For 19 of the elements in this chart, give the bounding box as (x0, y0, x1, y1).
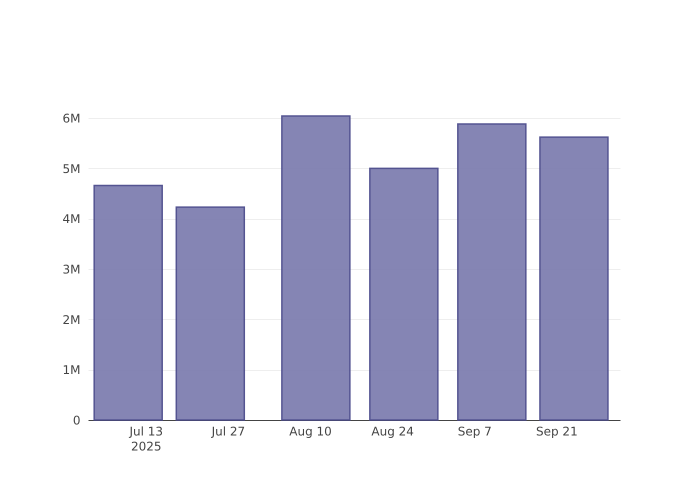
y-tick-label: 0 (72, 414, 80, 428)
bar (369, 168, 439, 421)
x-tick-label: Aug 10 (289, 424, 332, 438)
y-tick-label: 3M (62, 262, 80, 277)
x-tick-label: Sep 21 (536, 424, 578, 438)
bar (176, 206, 246, 421)
bar (281, 115, 351, 421)
y-tick-label: 4M (62, 212, 80, 226)
x-tick-label: Jul 13 2025 (128, 424, 164, 454)
x-tick-label: Jul 27 (210, 424, 246, 438)
bar (93, 184, 163, 421)
y-tick-label: 6M (62, 112, 80, 126)
x-tick-label: Sep 7 (458, 424, 492, 438)
bar (457, 123, 527, 421)
x-tick-label: Aug 24 (371, 424, 414, 438)
bar (539, 136, 609, 421)
y-tick-label: 2M (62, 312, 80, 327)
y-tick-label: 1M (62, 363, 80, 378)
y-tick-label: 5M (62, 162, 80, 176)
